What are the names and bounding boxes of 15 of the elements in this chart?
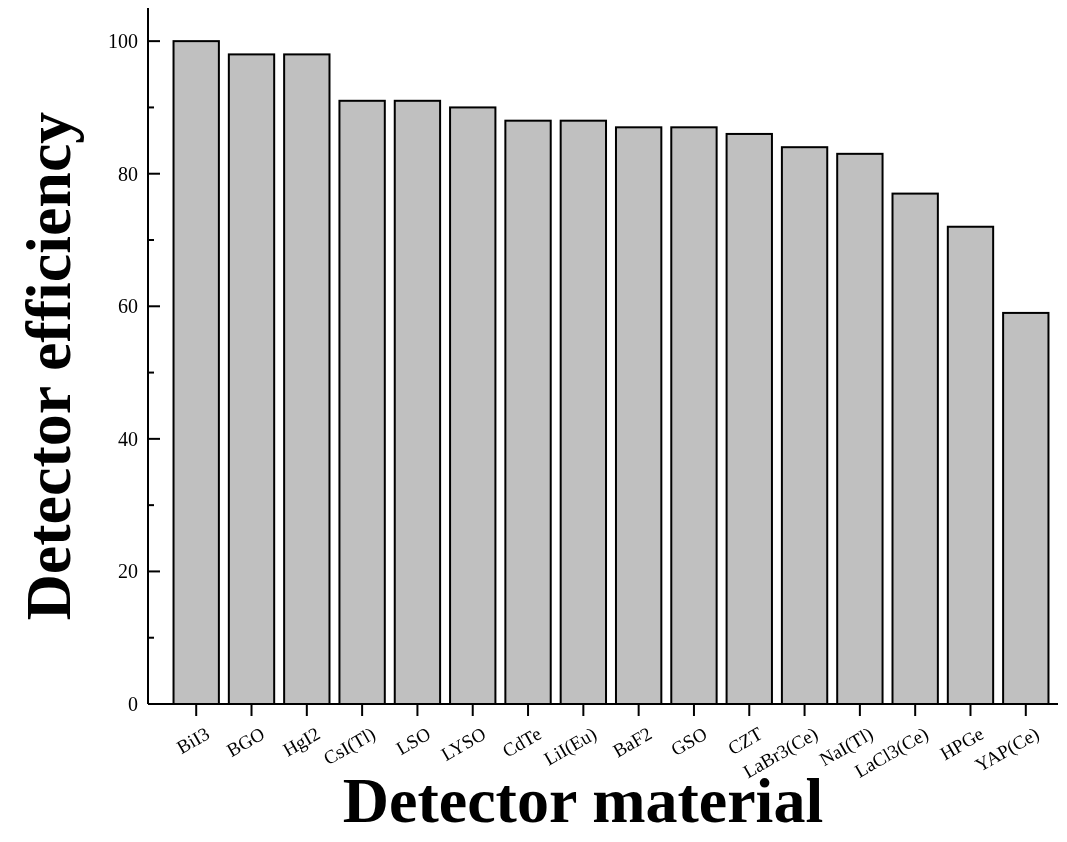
x-tick-label: LSO: [392, 722, 435, 759]
x-tick-label: BiI3: [173, 722, 213, 758]
y-tick-label: 80: [118, 162, 138, 185]
y-tick-label: 40: [118, 427, 138, 450]
y-tick-label: 100: [108, 30, 138, 53]
x-tick-label: CdTe: [498, 722, 545, 762]
x-tick-label: BGO: [222, 722, 269, 762]
y-tick-label: 0: [128, 693, 138, 715]
x-tick-label: BaF2: [609, 722, 656, 762]
y-tick-label: 20: [118, 560, 138, 583]
x-tick-label: LYSO: [437, 722, 490, 765]
x-tick-label: GSO: [667, 722, 711, 760]
x-tick-label: HgI2: [279, 722, 324, 761]
y-tick-label: 60: [118, 295, 138, 318]
y-axis-title: Detector efficiency: [13, 111, 84, 621]
